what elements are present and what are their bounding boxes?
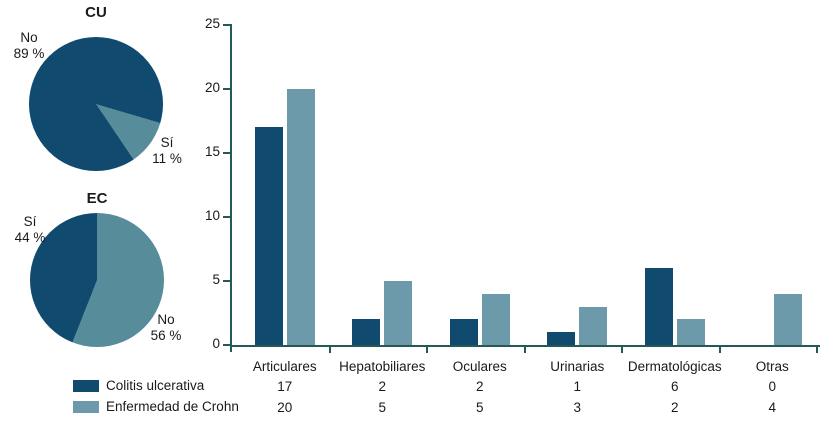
x-axis-tick xyxy=(328,345,331,353)
y-axis-tick xyxy=(223,24,230,26)
y-axis-tick xyxy=(223,344,230,346)
table-value-ec: 5 xyxy=(475,400,484,415)
legend-swatch-enfermedad-de-crohn xyxy=(73,400,99,413)
y-axis-tick-label: 0 xyxy=(212,336,220,351)
bar-ec-oculares xyxy=(481,293,510,345)
category-label: Otras xyxy=(755,359,789,374)
y-axis-tick-label: 25 xyxy=(204,16,220,31)
bar-cu-articulares xyxy=(254,127,283,345)
pie-cu-label-no: No 89 % xyxy=(1,30,57,62)
table-value-ec: 3 xyxy=(573,400,581,415)
bar-cu-hepatobiliares xyxy=(352,319,381,345)
y-axis-tick xyxy=(223,88,230,90)
y-axis-tick-label: 15 xyxy=(204,144,220,159)
pie-slice-value: 56 % xyxy=(150,328,182,343)
pie-cu-label-si: Sí 11 % xyxy=(139,135,195,167)
table-value-cu: 17 xyxy=(277,379,293,394)
pie-cu-title: CU xyxy=(85,4,107,21)
pie-slice-label: No xyxy=(157,312,175,327)
y-axis-tick xyxy=(223,280,230,282)
pie-chart-cu xyxy=(29,37,163,171)
pie-ec-label-si: Sí 44 % xyxy=(2,214,58,246)
pie-ec-label-no: No 56 % xyxy=(138,312,194,344)
legend-label: Colitis ulcerativa xyxy=(106,378,205,393)
y-axis-tick-label: 20 xyxy=(204,80,220,95)
table-value-cu: 2 xyxy=(378,379,386,394)
category-label: Oculares xyxy=(452,359,507,374)
table-value-cu: 6 xyxy=(670,379,679,394)
table-value-cu: 1 xyxy=(573,379,581,394)
table-value-ec: 4 xyxy=(768,400,776,415)
pie-slice-value: 89 % xyxy=(13,46,45,61)
bar-ec-articulares xyxy=(286,89,315,345)
category-label: Hepatobiliares xyxy=(339,359,426,374)
y-axis-line xyxy=(230,24,232,352)
y-axis-tick xyxy=(223,216,230,218)
x-axis-tick xyxy=(718,345,721,353)
bar-cu-urinarias xyxy=(547,332,576,345)
table-value-ec: 20 xyxy=(277,400,293,415)
bar-ec-dermatológicas xyxy=(676,319,705,345)
table-value-cu: 2 xyxy=(475,379,484,394)
x-axis-tick xyxy=(523,345,526,353)
table-value-ec: 2 xyxy=(670,400,679,415)
pie-ec-title: EC xyxy=(86,190,108,207)
legend-swatch-colitis-ulcerativa xyxy=(73,379,99,392)
pie-slice-label: No xyxy=(20,30,38,45)
legend-row-colitis-ulcerativa: Colitis ulcerativa xyxy=(73,378,204,393)
x-axis-tick xyxy=(426,345,428,353)
pie-slice-value: 11 % xyxy=(152,151,182,166)
y-axis-tick xyxy=(223,152,230,154)
y-axis-tick-label: 5 xyxy=(212,272,220,287)
pie-chart-ec xyxy=(30,213,164,347)
x-axis-tick xyxy=(621,345,623,353)
x-axis-tick xyxy=(816,345,818,353)
pie-slice-label: Sí xyxy=(23,214,37,229)
category-label: Urinarias xyxy=(550,359,605,374)
pie-slice-label: Sí xyxy=(160,135,174,150)
bar-cu-oculares xyxy=(449,319,478,345)
table-value-cu: 0 xyxy=(768,379,776,394)
pie-slice-value: 44 % xyxy=(14,230,46,245)
table-value-ec: 5 xyxy=(378,400,386,415)
legend-row-enfermedad-de-crohn: Enfermedad de Crohn xyxy=(73,399,239,414)
category-label: Dermatológicas xyxy=(627,359,722,374)
legend-label: Enfermedad de Crohn xyxy=(106,399,239,414)
bar-ec-hepatobiliares xyxy=(384,281,413,345)
bar-ec-otras xyxy=(774,293,803,345)
bar-ec-urinarias xyxy=(579,306,608,345)
y-axis-tick-label: 10 xyxy=(204,208,220,223)
bar-cu-dermatológicas xyxy=(644,268,673,345)
category-label: Articulares xyxy=(252,359,317,374)
